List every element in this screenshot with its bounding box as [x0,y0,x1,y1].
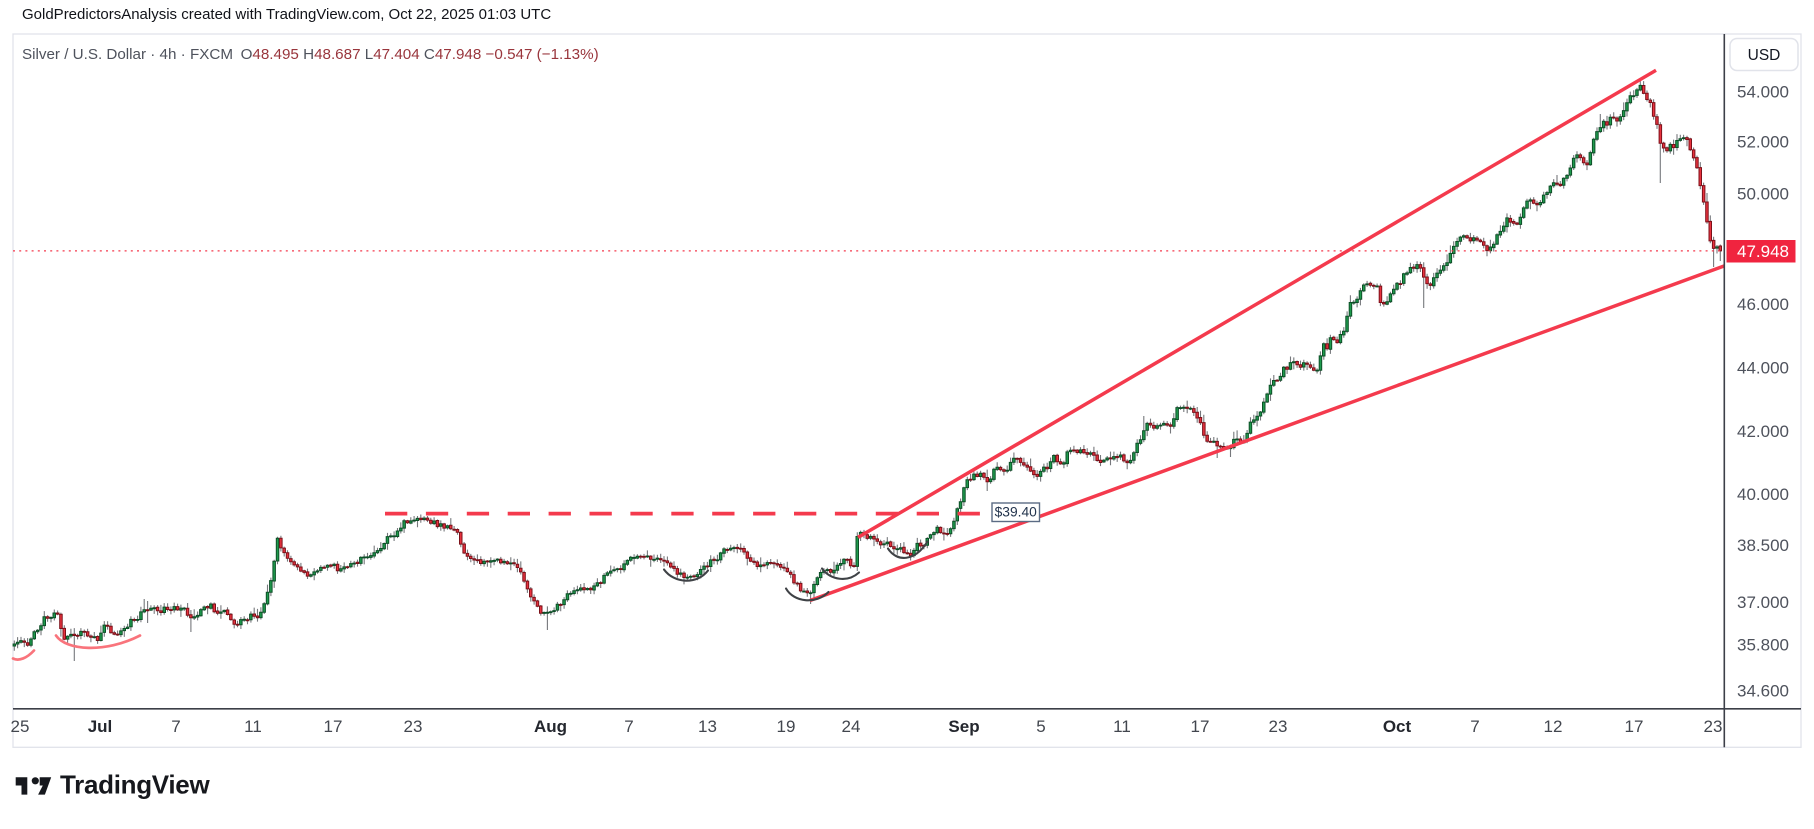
svg-text:$39.40: $39.40 [995,505,1038,520]
svg-text:47.948: 47.948 [1737,242,1789,261]
svg-text:11: 11 [244,717,262,736]
svg-text:50.000: 50.000 [1737,185,1789,204]
svg-text:23: 23 [1704,717,1723,736]
svg-text:52.000: 52.000 [1737,133,1789,152]
svg-text:13: 13 [698,717,717,736]
svg-text:40.000: 40.000 [1737,485,1789,504]
svg-text:7: 7 [624,717,633,736]
svg-text:USD: USD [1748,47,1781,64]
svg-text:TradingView: TradingView [60,770,210,800]
svg-text:Sep: Sep [948,717,979,736]
svg-text:17: 17 [1191,717,1210,736]
svg-text:25: 25 [11,717,30,736]
svg-text:Silver / U.S. Dollar · 4h · FX: Silver / U.S. Dollar · 4h · FXCM O48.495… [22,46,599,63]
svg-text:7: 7 [1470,717,1479,736]
svg-text:23: 23 [1269,717,1288,736]
svg-text:23: 23 [404,717,423,736]
svg-text:46.000: 46.000 [1737,295,1789,314]
svg-text:5: 5 [1036,717,1045,736]
svg-text:38.500: 38.500 [1737,536,1789,555]
svg-text:11: 11 [1113,717,1131,736]
svg-text:44.000: 44.000 [1737,359,1789,378]
svg-text:37.000: 37.000 [1737,593,1789,612]
svg-text:19: 19 [777,717,796,736]
svg-text:42.000: 42.000 [1737,422,1789,441]
svg-text:Aug: Aug [534,717,567,736]
svg-text:54.000: 54.000 [1737,83,1789,102]
svg-text:Oct: Oct [1383,717,1412,736]
svg-text:35.800: 35.800 [1737,636,1789,655]
svg-text:34.600: 34.600 [1737,681,1789,700]
svg-text:24: 24 [842,717,861,736]
svg-text:17: 17 [1625,717,1644,736]
svg-text:17: 17 [324,717,343,736]
svg-text:12: 12 [1544,717,1563,736]
svg-text:7: 7 [171,717,180,736]
svg-text:Jul: Jul [88,717,113,736]
